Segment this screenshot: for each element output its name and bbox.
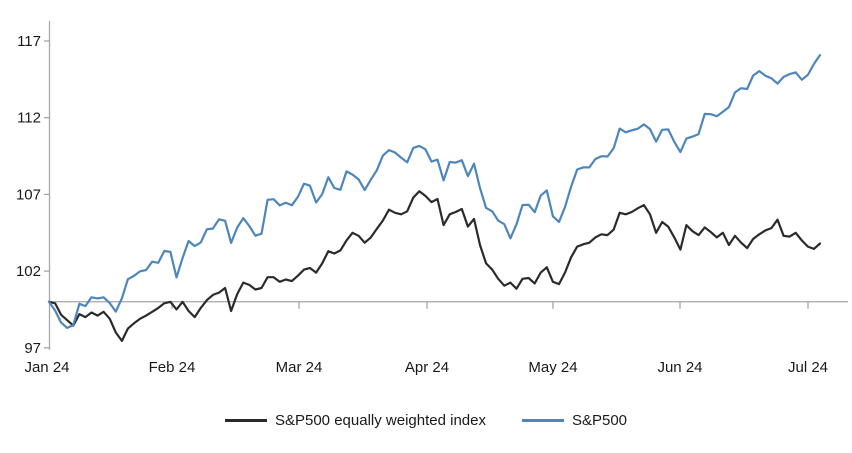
series-line-equal-weight: [47, 190, 822, 342]
chart-legend: S&P500 equally weighted index S&P500: [0, 412, 852, 429]
y-tick-label: 117: [17, 33, 41, 50]
x-tick-label: Mar 24: [276, 359, 323, 376]
x-tick-label: Jun 24: [657, 359, 702, 376]
x-tick-label: Jan 24: [24, 359, 69, 376]
legend-line-swatch-equal-weight: [224, 419, 267, 422]
legend-item-sp500: S&P500: [521, 412, 628, 429]
x-tick-label: May 24: [528, 359, 577, 376]
series-line-sp500: [47, 53, 822, 329]
legend-line-swatch-sp500: [521, 419, 564, 422]
legend-label-sp500: S&P500: [571, 412, 628, 429]
y-tick-label: 102: [16, 263, 41, 280]
x-tick-label: Feb 24: [149, 359, 196, 376]
y-tick-label: 107: [16, 186, 41, 203]
x-tick-label: Jul 24: [788, 359, 828, 376]
y-tick-label: 112: [17, 110, 41, 127]
legend-label-equal-weight: S&P500 equally weighted index: [274, 412, 486, 429]
legend-item-equal-weight: S&P500 equally weighted index: [224, 412, 486, 429]
x-tick-label: Apr 24: [405, 359, 449, 376]
y-tick-label: 97: [24, 340, 41, 357]
